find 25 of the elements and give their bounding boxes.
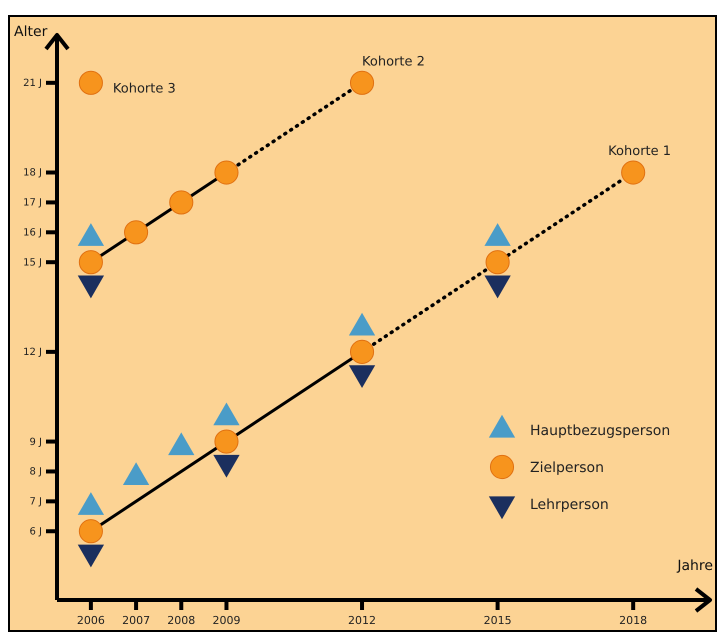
- x-tick-label: 2007: [122, 614, 150, 627]
- x-tick-label: 2009: [212, 614, 240, 627]
- y-tick-label: 18 J: [23, 168, 42, 179]
- x-tick-label: 2008: [167, 614, 196, 627]
- y-tick-label: 12 J: [23, 347, 42, 358]
- y-tick-label: 21 J: [23, 78, 42, 90]
- y-tick-label: 16 J: [23, 228, 42, 238]
- y-tick-label: 15 J: [23, 257, 42, 268]
- x-tick-label: 2006: [76, 614, 105, 627]
- x-axis-title: Jahre: [676, 558, 713, 574]
- x-tick-label: 2012: [348, 614, 376, 627]
- x-tick-label: 2015: [484, 614, 512, 627]
- annotation: Kohorte 2: [362, 54, 425, 70]
- y-tick-label: 17 J: [23, 198, 42, 209]
- annotation: Kohorte 1: [608, 144, 672, 160]
- x-tick-label: 2018: [619, 614, 648, 627]
- legend-label: Zielperson: [530, 460, 604, 476]
- annotation: Kohorte 3: [112, 81, 176, 96]
- legend-label: Lehrperson: [530, 496, 609, 513]
- y-tick-label: 7 J: [30, 496, 42, 508]
- y-tick-label: 8 J: [30, 466, 42, 478]
- y-axis-title: Alter: [14, 24, 48, 40]
- legend-label: Hauptbezugsperson: [530, 422, 670, 439]
- y-tick-label: 6 J: [30, 526, 42, 538]
- y-tick-label: 9 J: [30, 436, 42, 448]
